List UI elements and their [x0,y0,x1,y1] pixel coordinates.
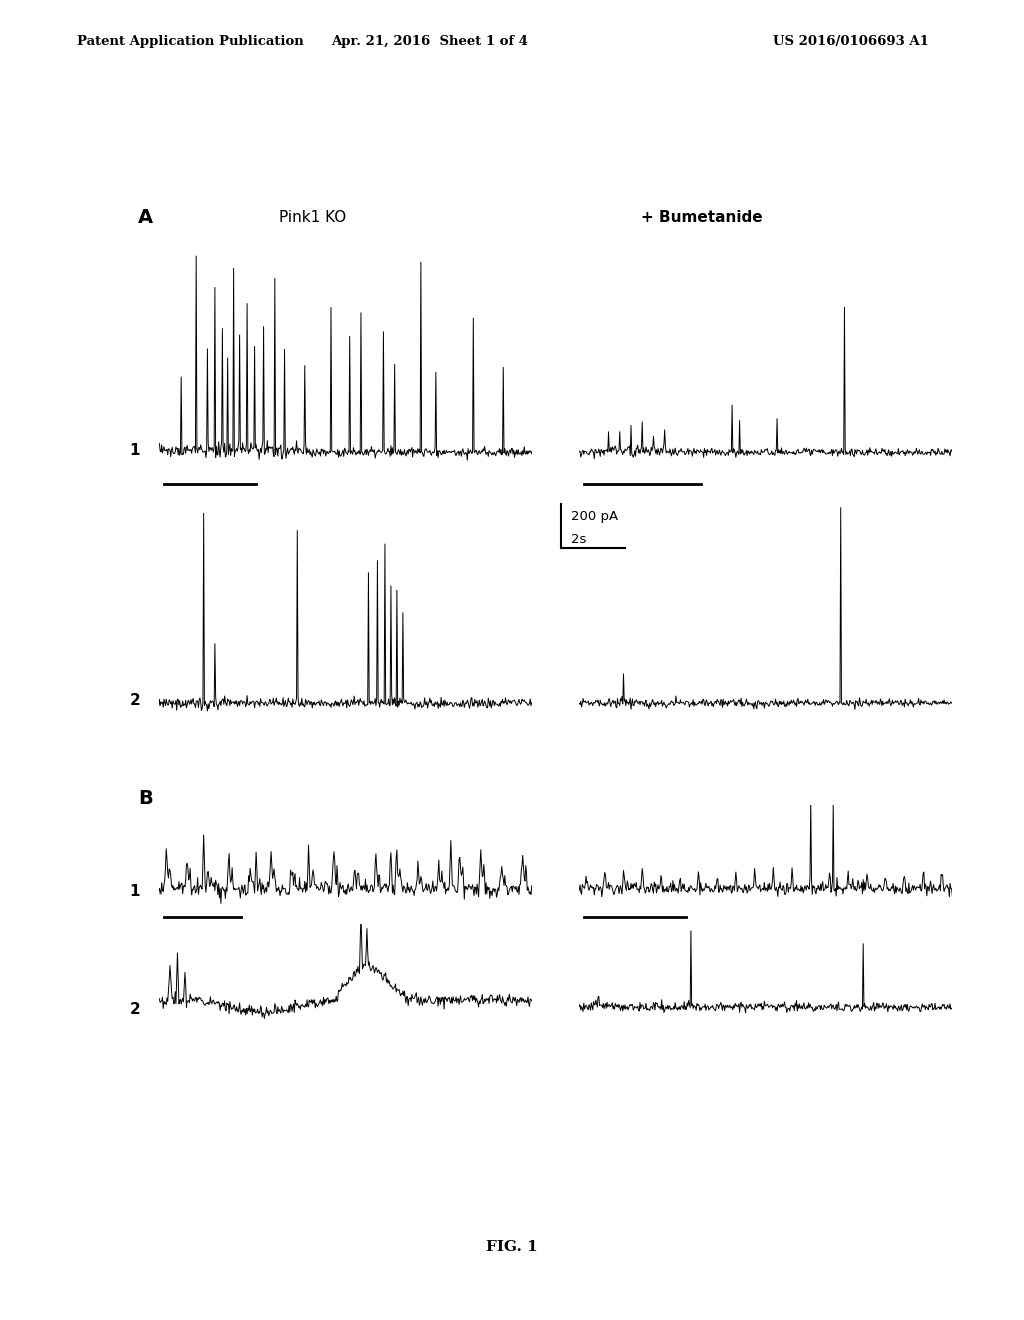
Text: + Bumetanide: + Bumetanide [641,210,762,226]
Text: 1: 1 [130,883,140,899]
Text: 2: 2 [130,693,140,709]
Text: 1: 1 [130,442,140,458]
Text: Apr. 21, 2016  Sheet 1 of 4: Apr. 21, 2016 Sheet 1 of 4 [332,34,528,48]
Text: US 2016/0106693 A1: US 2016/0106693 A1 [773,34,929,48]
Text: A: A [138,209,154,227]
Text: Patent Application Publication: Patent Application Publication [77,34,303,48]
Text: 200 pA: 200 pA [571,510,618,523]
Text: FIG. 1: FIG. 1 [486,1241,538,1254]
Text: Pink1 KO: Pink1 KO [279,210,346,226]
Text: B: B [138,789,153,808]
Text: 2: 2 [130,1002,140,1018]
Text: 2s: 2s [571,533,587,546]
